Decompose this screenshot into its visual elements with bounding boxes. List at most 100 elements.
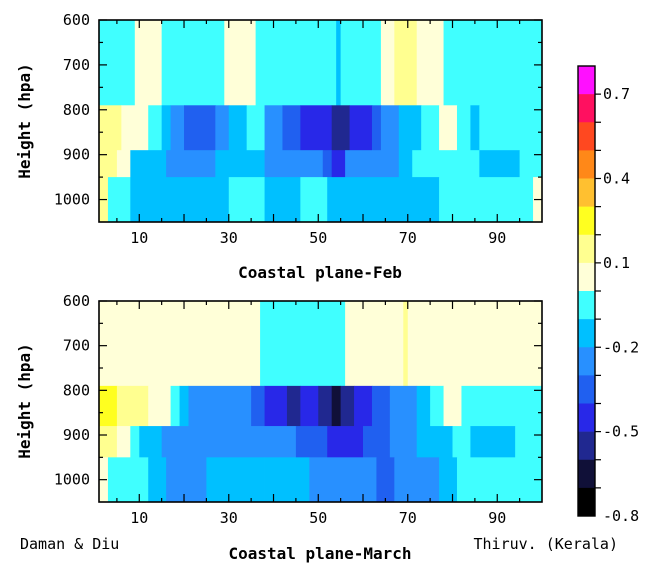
heatmap-cell bbox=[130, 150, 167, 178]
heatmap-cell bbox=[130, 177, 230, 223]
heatmap-cell bbox=[161, 20, 225, 106]
colorbar-swatch bbox=[578, 94, 595, 123]
heatmap-cell bbox=[416, 426, 453, 458]
heatmap-cell bbox=[184, 105, 216, 151]
colorbar: 0.7 0.4 0.1 -0.2 -0.5 -0.8 bbox=[577, 65, 639, 525]
heatmap-cell bbox=[99, 385, 118, 427]
heatmap-cell bbox=[354, 385, 373, 427]
heatmap-cell bbox=[318, 385, 333, 427]
heatmap-cell bbox=[107, 177, 131, 223]
heatmap-cell bbox=[246, 105, 265, 151]
colorbar-swatch bbox=[578, 487, 595, 517]
colorbar-swatch bbox=[578, 375, 595, 404]
colorbar-label: 0.1 bbox=[603, 254, 630, 272]
y-tick-label: 800 bbox=[63, 381, 90, 399]
heatmap-cell bbox=[116, 426, 131, 458]
heatmap-cell bbox=[260, 301, 346, 387]
heatmap-cell bbox=[295, 426, 328, 458]
heatmap-cell bbox=[439, 177, 534, 223]
heatmap-cell bbox=[421, 105, 440, 151]
xlabel-march: Coastal plane-March bbox=[228, 544, 411, 563]
colorbar-swatch bbox=[578, 431, 595, 461]
heatmap-cell bbox=[130, 426, 140, 458]
heatmap-march: 10 30 50 70 90 600 700 800 900 1000 bbox=[54, 292, 543, 527]
colorbar-swatch bbox=[578, 403, 595, 432]
plot-frame bbox=[98, 19, 543, 223]
x-tick-label: 70 bbox=[399, 509, 417, 527]
heatmap-cell bbox=[99, 20, 136, 106]
colorbar-swatch bbox=[578, 150, 595, 179]
ylabel-feb: Height (hpa) bbox=[15, 63, 34, 179]
xlabel-feb: Coastal plane-Feb bbox=[238, 263, 402, 282]
heatmap-cell bbox=[349, 105, 373, 151]
heatmap-cell bbox=[389, 426, 418, 458]
y-tick-label: 600 bbox=[63, 292, 90, 310]
x-tick-label: 30 bbox=[220, 509, 238, 527]
heatmap-cell bbox=[515, 426, 543, 458]
heatmap-cell bbox=[443, 20, 543, 106]
heatmap-cell bbox=[264, 457, 310, 503]
heatmap-cell bbox=[394, 20, 418, 106]
colorbar-swatch bbox=[578, 122, 595, 151]
heatmap-cell bbox=[376, 457, 395, 503]
heatmap-cell bbox=[188, 385, 252, 427]
heatmap-cell bbox=[228, 105, 248, 151]
colorbar-swatch bbox=[578, 66, 595, 95]
heatmap-cell bbox=[170, 385, 180, 427]
heatmap-cell bbox=[345, 301, 404, 387]
x-tick-label: 30 bbox=[220, 229, 238, 247]
heatmap-cell bbox=[148, 385, 171, 427]
colorbar-swatch bbox=[578, 347, 595, 376]
heatmap-cell bbox=[148, 457, 167, 503]
heatmap-cell bbox=[519, 150, 543, 178]
heatmap-cell bbox=[121, 105, 149, 151]
heatmap-cell bbox=[282, 105, 301, 151]
heatmap-cell bbox=[331, 105, 350, 151]
heatmap-cell bbox=[371, 385, 391, 427]
heatmap-cell bbox=[116, 150, 131, 178]
heatmap-cell bbox=[456, 457, 543, 503]
heatmap-cell bbox=[264, 385, 288, 427]
y-tick-label: 700 bbox=[63, 337, 90, 355]
heatmap-cell bbox=[403, 301, 409, 387]
heatmap-cell bbox=[179, 385, 189, 427]
heatmap-cell bbox=[416, 385, 431, 427]
heatmap-cell bbox=[479, 150, 521, 178]
colorbar-label: -0.5 bbox=[603, 423, 639, 441]
heatmap-cell bbox=[336, 20, 342, 106]
heatmap-cell bbox=[215, 105, 230, 151]
heatmap-cell bbox=[291, 150, 324, 178]
heatmap-cell bbox=[363, 426, 391, 458]
heatmap-cell bbox=[264, 105, 283, 151]
colorbar-label: 0.7 bbox=[603, 85, 630, 103]
colorbar-swatch bbox=[578, 459, 595, 489]
heatmap-cell bbox=[255, 20, 337, 106]
colorbar-label: -0.2 bbox=[603, 338, 639, 356]
heatmap-cell bbox=[99, 150, 118, 178]
footer-right-label: Thiruv. (Kerala) bbox=[474, 535, 619, 553]
heatmap-cell bbox=[407, 301, 543, 387]
heatmap-cell bbox=[470, 426, 516, 458]
x-tick-label: 90 bbox=[488, 509, 506, 527]
heatmap-cell bbox=[116, 385, 131, 427]
heatmap-cell bbox=[380, 105, 400, 151]
y-tick-label: 900 bbox=[63, 426, 90, 444]
heatmap-cell bbox=[340, 20, 382, 106]
heatmap-cell bbox=[224, 20, 257, 106]
heatmap-cell bbox=[394, 457, 440, 503]
heatmap-cell bbox=[430, 385, 444, 427]
ylabel-march: Height (hpa) bbox=[15, 343, 34, 459]
x-tick-label: 90 bbox=[488, 229, 506, 247]
heatmap-cell bbox=[130, 385, 149, 427]
heatmap-cell bbox=[148, 105, 163, 151]
heatmap-cell bbox=[416, 20, 444, 106]
heatmap-cell bbox=[300, 385, 319, 427]
heatmap-cell bbox=[300, 177, 328, 223]
heatmap-cell bbox=[439, 457, 458, 503]
heatmap-cell bbox=[345, 150, 373, 178]
heatmap-cell bbox=[327, 177, 440, 223]
plot-frame bbox=[98, 300, 543, 503]
y-tick-label: 1000 bbox=[54, 191, 90, 209]
colorbar-swatch bbox=[578, 291, 595, 320]
heatmap-cell bbox=[398, 105, 422, 151]
